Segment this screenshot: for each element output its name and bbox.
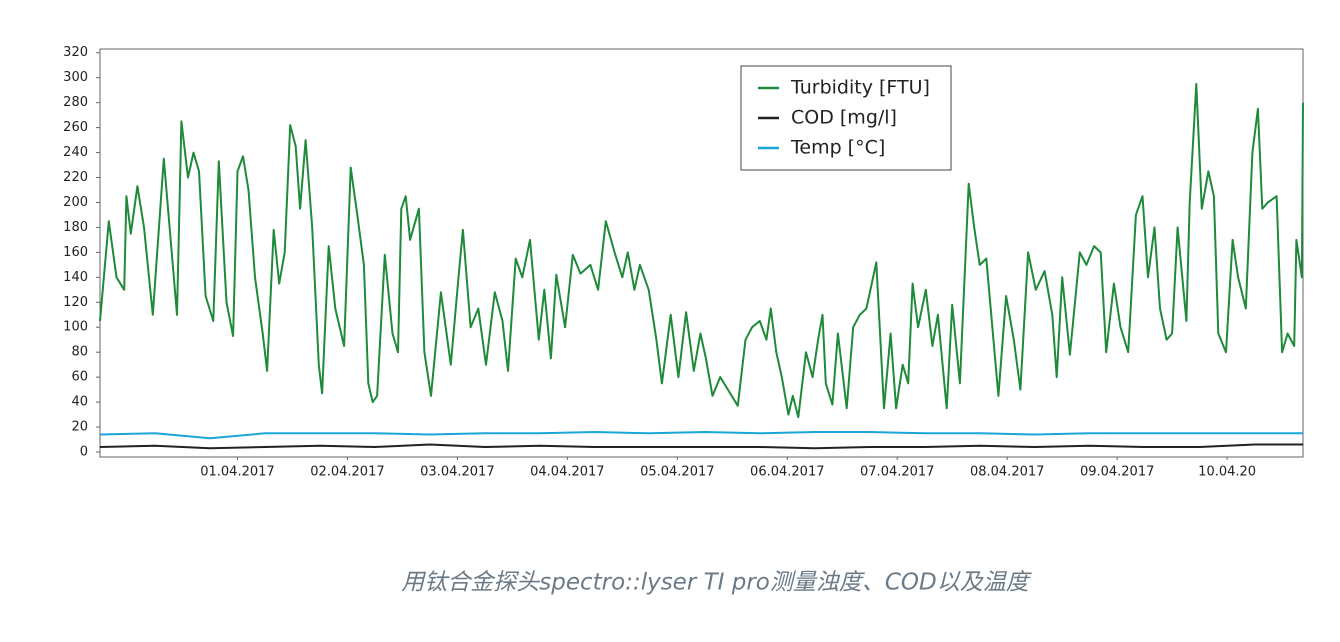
y-tick-label: 240 <box>63 145 88 160</box>
y-tick-label: 160 <box>63 245 88 260</box>
y-tick-label: 280 <box>63 95 88 110</box>
y-tick-label: 20 <box>71 420 88 435</box>
x-tick-label: 03.04.2017 <box>420 465 494 480</box>
y-tick-label: 140 <box>63 270 88 285</box>
x-tick-label: 02.04.2017 <box>310 465 384 480</box>
x-tick-label: 08.04.2017 <box>970 465 1044 480</box>
y-tick-label: 220 <box>63 170 88 185</box>
y-tick-label: 320 <box>63 45 88 60</box>
y-tick-label: 0 <box>80 445 88 460</box>
y-tick-label: 260 <box>63 120 88 135</box>
y-tick-label: 200 <box>63 195 88 210</box>
legend-label: Turbidity [FTU] <box>790 77 930 99</box>
plot-frame <box>99 48 1304 458</box>
data-line <box>99 82 1304 419</box>
y-tick-label: 40 <box>71 395 88 410</box>
x-tick-label: 07.04.2017 <box>860 465 934 480</box>
legend-label: COD [mg/l] <box>791 107 897 129</box>
y-tick-label: 300 <box>63 70 88 85</box>
y-tick-label: 80 <box>71 345 88 360</box>
x-tick-label: 05.04.2017 <box>640 465 714 480</box>
x-tick-label: 01.04.2017 <box>200 465 274 480</box>
y-tick-label: 120 <box>63 295 88 310</box>
x-tick-label: 10.04.20 <box>1198 465 1256 480</box>
x-tick-label: 06.04.2017 <box>750 465 824 480</box>
y-tick-label: 180 <box>63 220 88 235</box>
x-tick-label: 04.04.2017 <box>530 465 604 480</box>
data-line <box>99 443 1303 450</box>
legend-label: Temp [°C] <box>790 137 885 159</box>
caption: 用钛合金探头spectro::lyser TI pro测量浊度、COD以及温度 <box>401 570 1032 596</box>
data-line <box>99 431 1303 440</box>
y-tick-label: 60 <box>71 370 88 385</box>
y-tick-label: 100 <box>63 320 88 335</box>
x-tick-label: 09.04.2017 <box>1080 465 1154 480</box>
